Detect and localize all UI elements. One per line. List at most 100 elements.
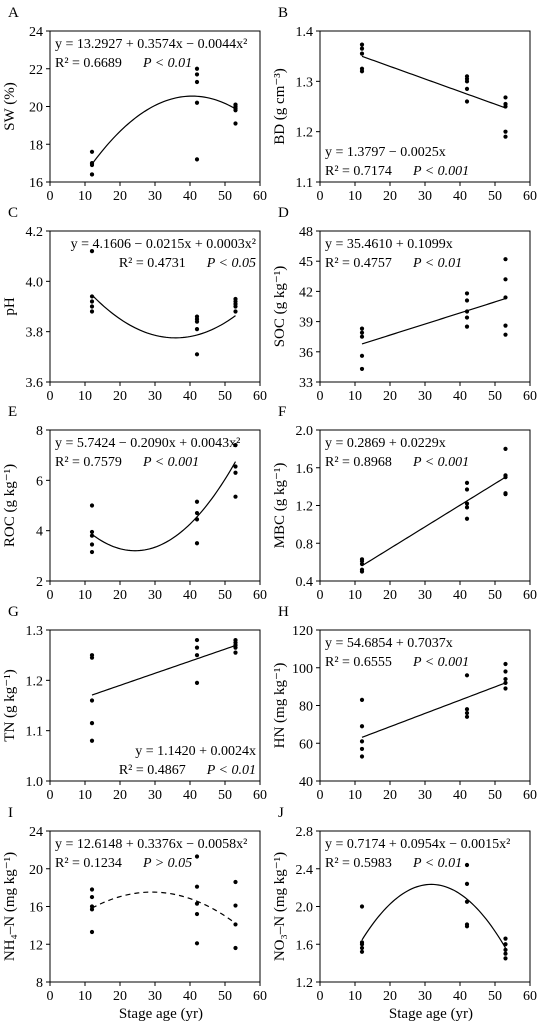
x-tick-label: 50 [218,189,232,204]
panel-d: D 0 10 20 30 40 50 60 33 36 39 42 45 48 SOC (g kg⁻¹) y … [272,205,537,404]
p-value: P < 0.01 [206,763,256,778]
data-point [194,517,200,522]
panel-label-g: G [8,604,19,620]
data-point [359,904,365,909]
x-tick-label: 40 [453,189,467,204]
data-point [464,480,470,485]
x-tick-label: 40 [183,588,197,603]
data-point [464,673,470,678]
data-point [359,945,365,951]
y-tick-label: 60 [299,737,313,752]
data-point [503,951,508,956]
data-point [194,157,200,162]
r-squared: R² = 0.4757 [325,256,392,271]
data-point [194,314,200,319]
x-tick-label: 20 [113,588,127,603]
y-tick-label: 24 [29,825,43,840]
data-point [503,661,508,667]
data-point [89,249,95,254]
y-tick-label: 20 [29,863,43,878]
data-point [233,121,238,126]
plot-frame-i [49,830,261,983]
data-point [233,464,238,469]
regression-equation-c: y = 4.1606 − 0.0215x + 0.0003x² [71,237,256,252]
data-point [89,149,95,154]
data-point [89,549,95,555]
data-point [359,326,365,331]
data-point [464,291,470,296]
data-point [464,298,470,303]
data-point [503,680,508,685]
data-point [503,134,508,139]
data-point [89,503,95,508]
panel-label-j: J [278,805,284,821]
regression-equation-b: y = 1.3797 − 0.0025x [325,145,446,160]
data-point [464,922,470,927]
data-point [89,304,95,309]
y-tick-label: 1.2 [26,674,44,689]
fit-statistics-j: R² = 0.5983 P < 0.01 [325,856,462,871]
y-tick-label: 22 [29,63,43,78]
panel-a: A 0 10 20 30 40 50 60 16 18 20 22 24 SW (%) y = 13.292… [2,5,267,204]
data-point [194,66,200,71]
x-tick-label: 60 [253,989,267,1004]
regression-equation-g: y = 1.1420 + 0.0024x [135,744,256,759]
fit-statistics-e: R² = 0.7579 P < 0.001 [55,455,199,470]
p-value: P < 0.01 [412,856,462,871]
data-point [89,542,95,547]
y-tick-label: 36 [299,346,313,361]
y-tick-label: 0.4 [296,575,314,590]
plot-frame-c [49,230,261,383]
x-tick-label: 10 [348,588,362,603]
data-point [464,862,470,868]
data-point [464,74,470,79]
data-point [359,353,365,358]
data-point [359,330,365,335]
y-tick-label: 1.0 [26,775,44,790]
data-point [194,941,200,946]
y-tick-label: 1.6 [296,938,314,953]
data-point [194,854,200,859]
y-tick-label: 16 [29,176,43,191]
x-tick-label: 30 [148,788,162,803]
data-point [359,697,365,702]
data-point [503,686,508,691]
data-point [194,645,200,650]
data-point [233,922,238,927]
y-tick-label: 2.0 [296,901,314,916]
x-tick-label: 0 [317,588,324,603]
data-point [89,929,95,935]
y-tick-label: 2.4 [296,863,314,878]
x-tick-label: 40 [453,588,467,603]
x-tick-label: 50 [218,389,232,404]
data-point [233,296,238,302]
y-tick-label: 4.0 [26,275,44,290]
panel-b: B 0 10 20 30 40 50 60 1.1 1.2 1.3 1.4 BD (g cm⁻³) y =… [272,5,537,204]
fit-statistics-c: R² = 0.4731 P < 0.05 [119,256,256,271]
panel-label-c: C [8,205,18,221]
stat-gap [392,655,413,670]
x-tick-label: 30 [418,588,432,603]
p-value: P < 0.001 [412,655,469,670]
data-point [503,491,508,496]
data-point [503,936,508,941]
data-point [464,710,470,716]
fit-statistics-b: R² = 0.7174 P < 0.001 [325,164,469,179]
fit-line-d [361,298,506,345]
panel-i: I 0 10 20 30 40 50 60 8 12 16 20 24 NH₄–N (mg kg⁻¹) St… [2,805,267,1022]
data-point [503,446,508,451]
data-point [194,653,200,658]
plot-frame-j [319,830,531,983]
y-tick-label: 3.8 [26,326,44,341]
r-squared: R² = 0.1234 [55,856,122,871]
data-point [503,277,508,282]
y-tick-label: 2.0 [296,424,314,439]
y-tick-label: 1.2 [296,976,314,991]
y-tick-label: 80 [299,700,313,715]
fit-line-e [91,461,237,552]
x-tick-label: 20 [383,389,397,404]
p-value: P < 0.001 [412,164,469,179]
x-tick-label: 0 [317,989,324,1004]
data-point [464,881,470,886]
data-point [464,899,470,904]
